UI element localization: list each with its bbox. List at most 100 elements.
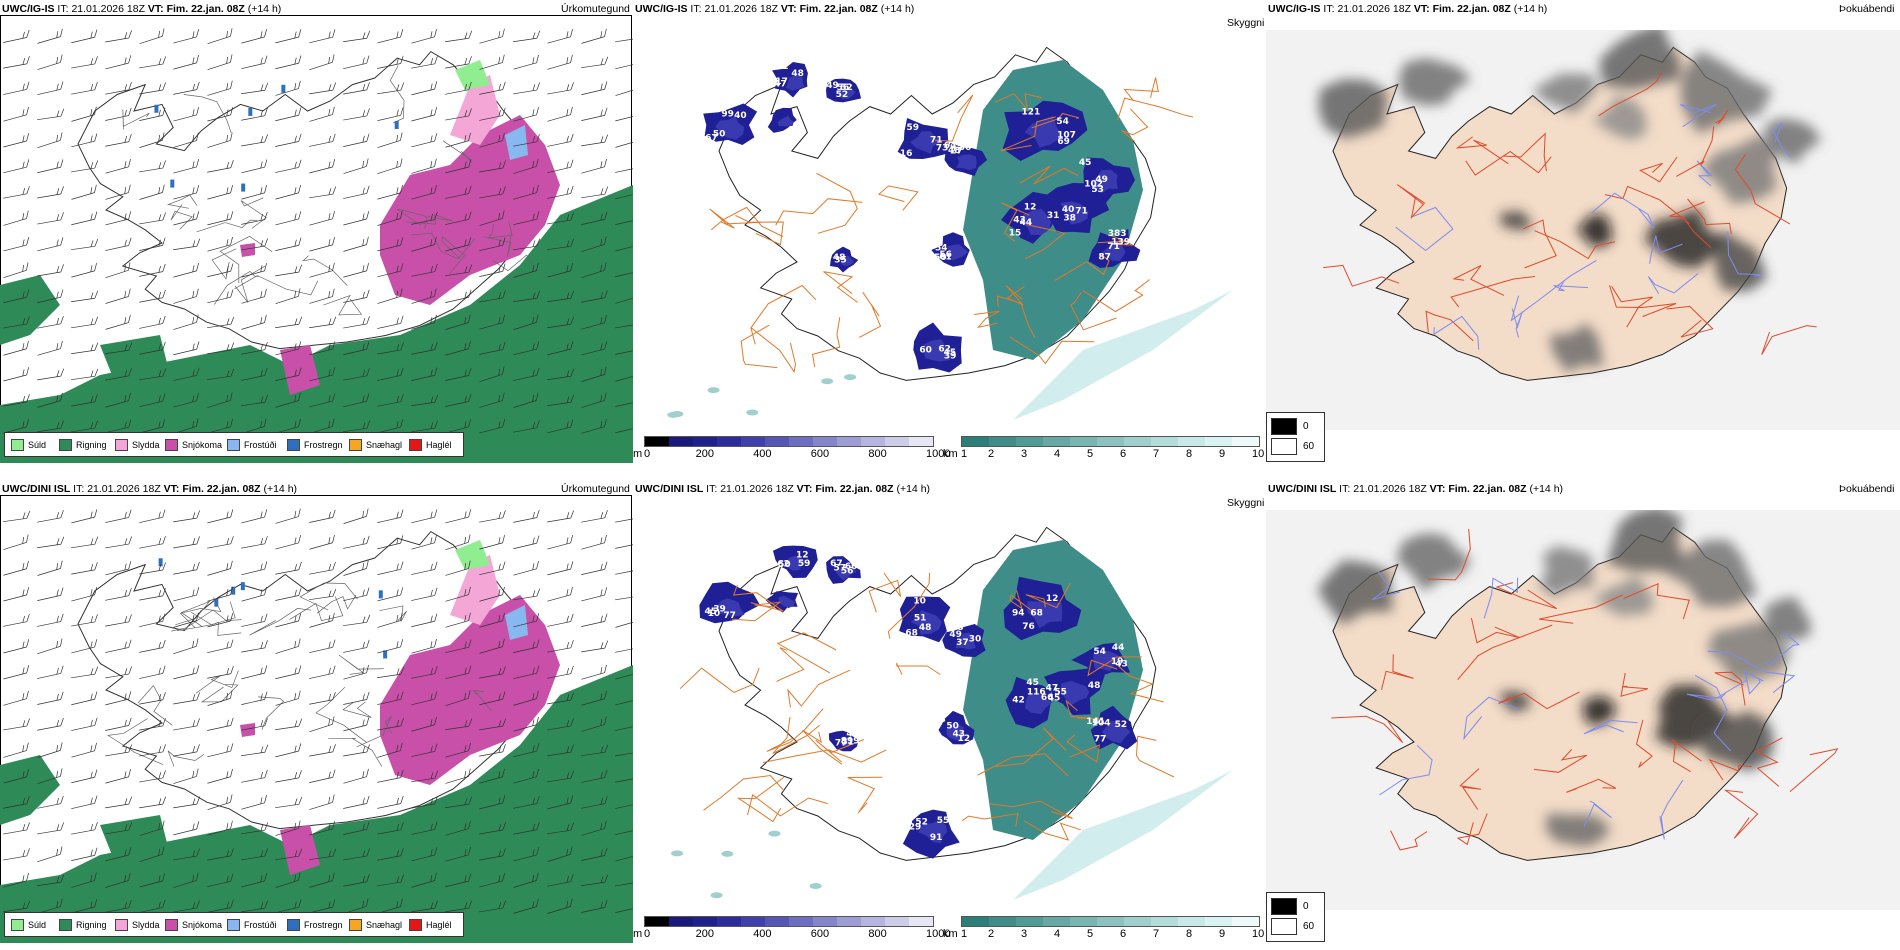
colorbar-swatch xyxy=(669,437,693,446)
colorbar-swatch xyxy=(717,437,741,446)
legend-label: Frostúði xyxy=(244,920,277,930)
panel-header: UWC/IG-IS IT: 21.01.2026 18Z VT: Fim. 22… xyxy=(1268,3,1548,15)
visibility-value-label: 38 xyxy=(1063,214,1076,224)
visibility-value-label: 48 xyxy=(948,146,961,156)
visibility-value-label: 48 xyxy=(919,623,932,633)
colorbar-swatch xyxy=(885,917,909,926)
colorbar-tick: 5 xyxy=(1087,448,1094,460)
colorbar-tick: 4 xyxy=(1054,928,1061,940)
fog-legend-label: 60 xyxy=(1303,921,1315,932)
colorbar-swatch xyxy=(693,437,717,446)
panel-title: Úrkomutegund xyxy=(561,3,630,15)
legend-item: Frostregn xyxy=(287,439,343,451)
colorbar-tick: 3 xyxy=(1021,448,1028,460)
colorbar-tick: 6 xyxy=(1120,928,1127,940)
colorbar-swatch xyxy=(837,437,861,446)
visibility-value-label: 73 xyxy=(936,144,949,154)
legend-swatch xyxy=(287,919,300,931)
visibility-value-label: 383 xyxy=(1108,229,1127,239)
visibility-value-label: 27 xyxy=(950,146,963,156)
colorbar-swatch xyxy=(1124,917,1151,926)
height-colorbar: m 0 200 400 600 800 1000 xyxy=(633,916,950,946)
visibility-value-label: 50 xyxy=(778,560,791,570)
fog-legend-swatch xyxy=(1271,918,1297,935)
legend-label: Slydda xyxy=(132,920,160,930)
colorbar-strip xyxy=(961,436,1260,447)
fog-indicator-map xyxy=(1266,510,1900,910)
visibility-value-label: 40 xyxy=(734,111,747,121)
visibility-value-label: 68 xyxy=(951,623,964,633)
visibility-value-label: 48 xyxy=(1088,681,1101,691)
colorbar-unit: km xyxy=(943,928,958,940)
legend-swatch xyxy=(409,439,422,451)
colorbar-swatch xyxy=(861,917,885,926)
visibility-value-label: 54 xyxy=(1056,117,1069,127)
colorbar-tick: 5 xyxy=(1087,928,1094,940)
visibility-value-label: 36 xyxy=(959,143,972,153)
legend-swatch xyxy=(349,439,362,451)
colorbar-strip xyxy=(961,916,1260,927)
legend-swatch xyxy=(115,919,128,931)
legend-swatch xyxy=(409,919,422,931)
visibility-value-label: 39 xyxy=(713,604,726,614)
fog-legend: 0 60 xyxy=(1266,892,1325,942)
fog-panel-bottom: UWC/DINI ISL IT: 21.01.2026 18Z VT: Fim.… xyxy=(1266,480,1900,950)
visibility-value-label: 99 xyxy=(721,110,734,120)
colorbar-swatch xyxy=(1016,437,1043,446)
colorbar-tick: 800 xyxy=(868,448,887,460)
visibility-value-label: 121 xyxy=(1022,108,1041,118)
panel-header: UWC/DINI ISL IT: 21.01.2026 18Z VT: Fim.… xyxy=(635,483,931,495)
visibility-value-label: 71 xyxy=(930,136,943,146)
visibility-value-label: 49 xyxy=(1095,175,1108,185)
fog-legend-item: 0 xyxy=(1271,418,1309,435)
visibility-value-label: 57 xyxy=(834,564,847,574)
visibility-value-label: 52 xyxy=(1115,720,1128,730)
colorbar-tick: 200 xyxy=(695,928,714,940)
visibility-value-label: 54 xyxy=(935,244,948,254)
visibility-value-label: 45 xyxy=(1026,678,1039,688)
panel-title: Skyggni xyxy=(1227,17,1265,29)
panel-title: Þokuábendi xyxy=(1839,483,1895,495)
colorbar-swatch xyxy=(789,917,813,926)
colorbar-swatch xyxy=(1178,437,1205,446)
panel-header: UWC/DINI ISL IT: 21.01.2026 18Z VT: Fim.… xyxy=(1268,483,1564,495)
colorbar-swatch xyxy=(789,437,813,446)
visibility-value-label: 68 xyxy=(1030,609,1043,619)
colorbar-swatch xyxy=(1205,917,1232,926)
visibility-value-label: 104 xyxy=(1092,719,1111,729)
visibility-value-label: 16 xyxy=(900,149,913,159)
visibility-value-label: 47 xyxy=(1046,684,1059,694)
legend-item: Frostúði xyxy=(227,919,277,931)
legend-label: Haglél xyxy=(426,440,452,450)
visibility-value-label: 77 xyxy=(1094,735,1107,745)
visibility-value-label: 56 xyxy=(837,83,850,93)
visibility-value-label: 31 xyxy=(1047,211,1060,221)
precip-panel-bottom: UWC/DINI ISL IT: 21.01.2026 18Z VT: Fim.… xyxy=(0,480,633,950)
visibility-value-label: 39 xyxy=(944,351,957,361)
legend-item: Snjókoma xyxy=(165,439,222,451)
visibility-value-label: 49 xyxy=(826,81,839,91)
fog-legend-item: 0 xyxy=(1271,898,1309,915)
visibility-value-label: 44 xyxy=(1020,218,1033,228)
legend-item: Frostúði xyxy=(227,439,277,451)
colorbar-tick: 600 xyxy=(810,448,830,460)
visibility-value-label: 15 xyxy=(1009,229,1022,239)
visibility-value-label: 116 xyxy=(1027,687,1046,697)
height-colorbar: m 0 200 400 600 800 1000 xyxy=(633,436,950,466)
colorbar-tick: 10 xyxy=(1252,448,1265,460)
visibility-value-label: 12 xyxy=(796,550,809,560)
visibility-value-label: 83 xyxy=(933,715,946,725)
visibility-value-label: 10 xyxy=(913,596,926,606)
colorbar-unit: m xyxy=(633,928,643,940)
colorbar-swatch xyxy=(1043,917,1070,926)
visibility-panel-top: UWC/IG-IS IT: 21.01.2026 18Z VT: Fim. 22… xyxy=(633,0,1266,470)
colorbar-swatch xyxy=(717,917,741,926)
visibility-value-label: 60 xyxy=(845,562,858,572)
colorbar-swatch xyxy=(909,917,933,926)
legend-item: Snæhagl xyxy=(349,919,402,931)
visibility-value-label: 52 xyxy=(840,83,853,93)
visibility-colorbar: km 1 2 3 4 5 6 7 8 9 10 xyxy=(943,916,1264,946)
visibility-value-label: 52 xyxy=(836,90,849,100)
visibility-value-label: 141 xyxy=(1086,717,1105,727)
legend-swatch xyxy=(165,919,178,931)
